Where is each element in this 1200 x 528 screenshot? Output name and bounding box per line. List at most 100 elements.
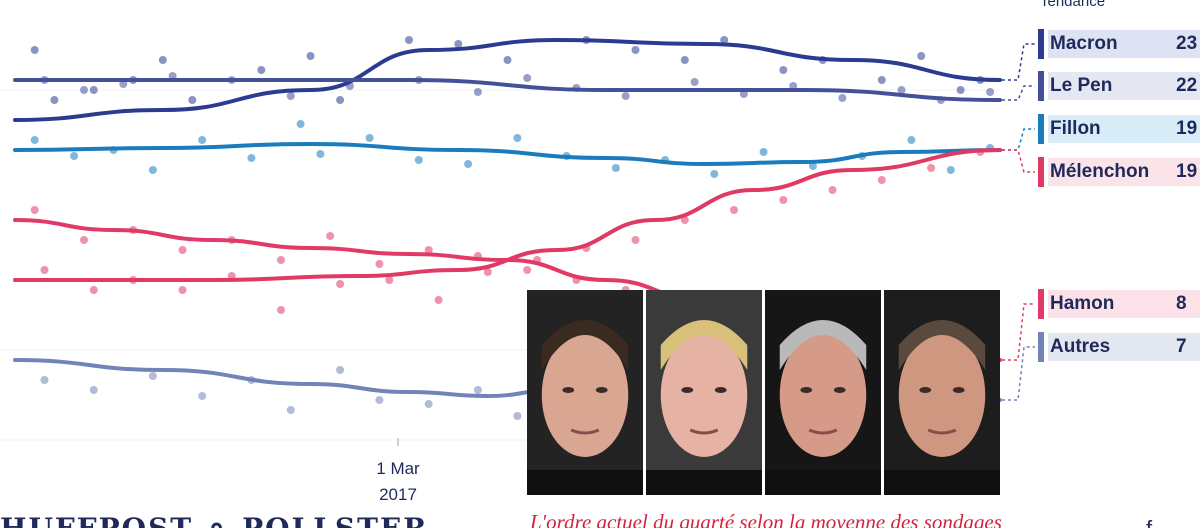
legend-name: Mélenchon [1048, 158, 1200, 186]
legend-name: Macron [1048, 30, 1200, 58]
poll-dot-fillon-19 [907, 136, 916, 144]
legend-swatch [1038, 114, 1044, 144]
poll-dot-macron-8 [336, 96, 345, 104]
legend-item-mélenchon: Mélenchon 19 [1038, 157, 1200, 187]
poll-dot-autres-9 [473, 386, 482, 394]
poll-dot-macron-16 [779, 66, 788, 74]
poll-dot-le pen-18 [986, 88, 995, 96]
poll-dot-macron-2 [89, 86, 98, 94]
poll-dot-fillon-3 [148, 166, 157, 174]
legend-item-le pen: Le Pen 22 [1038, 71, 1200, 101]
x-tick-label-day: 1 Mar [376, 459, 420, 478]
poll-dot-hamon-8 [424, 246, 433, 254]
poll-dot-hamon-6 [326, 232, 335, 240]
poll-dot-mélenchon-6 [336, 280, 345, 288]
poll-dot-hamon-7 [375, 260, 384, 268]
poll-dot-autres-8 [424, 400, 433, 408]
poll-dot-fillon-15 [710, 170, 719, 178]
legend-swatch [1038, 289, 1044, 319]
poll-dot-fillon-16 [759, 148, 768, 156]
x-axis: 1 Mar 2017 [376, 438, 420, 504]
poll-dot-le pen-9 [523, 74, 532, 82]
poll-dot-mélenchon-15 [779, 196, 788, 204]
x-tick-label-year: 2017 [379, 485, 417, 504]
poll-dot-autres-2 [148, 372, 157, 380]
legend-item-autres: Autres 7 [1038, 332, 1200, 362]
legend-name: Autres [1048, 333, 1200, 361]
poll-dot-macron-10 [454, 40, 463, 48]
legend-value: 8 [1176, 293, 1187, 314]
facebook-icon[interactable]: f [1146, 514, 1166, 528]
legend-swatch [1038, 71, 1044, 101]
fillon-face [884, 290, 1000, 495]
poll-dot-mélenchon-5 [277, 306, 285, 314]
poll-dot-le pen-8 [473, 88, 482, 96]
poll-dot-macron-15 [720, 36, 729, 44]
poll-dot-le pen-11 [621, 92, 630, 100]
poll-dot-macron-0 [30, 46, 39, 54]
legend-connector-mélenchon [1002, 149, 1035, 173]
poll-dot-macron-7 [306, 52, 315, 60]
poll-dot-autres-7 [375, 396, 384, 404]
brand-logo-text: HUFFPOST ⚬ POLLSTER [0, 512, 500, 528]
trend-line-fillon [13, 141, 1002, 167]
poll-dot-mélenchon-12 [631, 236, 640, 244]
poll-dot-mélenchon-17 [877, 176, 886, 184]
legend-name: Hamon [1048, 290, 1200, 318]
poll-dot-le pen-1 [80, 86, 88, 94]
poll-dot-macron-19 [917, 52, 926, 60]
poll-dot-le pen-5 [286, 92, 295, 100]
legend-connector-le pen [1002, 85, 1035, 101]
poll-dot-fillon-17 [808, 162, 817, 170]
poll-dot-mélenchon-0 [40, 266, 49, 274]
legend-value: 19 [1176, 118, 1198, 139]
poll-dot-hamon-3 [178, 246, 187, 254]
poll-dot-fillon-9 [414, 156, 423, 164]
poll-dot-fillon-6 [296, 120, 305, 128]
poll-dot-mélenchon-16 [828, 186, 837, 194]
trend-line-le pen [13, 78, 1002, 102]
legend-name: Fillon [1048, 115, 1200, 143]
poll-dot-le pen-12 [690, 78, 699, 86]
poll-dot-fillon-1 [70, 152, 79, 160]
poll-dot-autres-6 [336, 366, 345, 374]
poll-dot-fillon-20 [946, 166, 955, 174]
poll-dot-mélenchon-8 [434, 296, 443, 304]
legend-connector-hamon [1002, 303, 1035, 361]
poll-dot-autres-0 [40, 376, 49, 384]
macron-face [527, 290, 646, 495]
poll-dot-macron-18 [877, 76, 886, 84]
photo-panel [527, 290, 1000, 495]
poll-dot-macron-9 [405, 36, 413, 44]
poll-dot-macron-11 [503, 56, 512, 64]
poll-dot-fillon-4 [198, 136, 207, 144]
legend-connectors [1002, 43, 1035, 401]
poll-dot-macron-6 [257, 66, 266, 74]
legend-connector-fillon [1002, 128, 1035, 151]
legend-item-hamon: Hamon 8 [1038, 289, 1200, 319]
poll-dot-hamon-1 [80, 236, 88, 244]
poll-dot-hamon-10 [523, 266, 532, 274]
poll-dot-fillon-8 [365, 134, 374, 142]
poll-dot-macron-5 [188, 96, 197, 104]
poll-dot-autres-3 [198, 392, 207, 400]
poll-dot-fillon-13 [611, 164, 620, 172]
poll-dot-hamon-0 [30, 206, 39, 214]
legend-connector-autres [1002, 346, 1035, 401]
legend-value: 19 [1176, 161, 1198, 182]
le-pen-face [646, 290, 765, 495]
poll-dot-le pen-15 [838, 94, 847, 102]
poll-dot-mélenchon-14 [730, 206, 738, 214]
poll-dot-fillon-7 [316, 150, 325, 158]
poll-dot-mélenchon-1 [89, 286, 98, 294]
poll-dot-macron-4 [158, 56, 167, 64]
melenchon-face [765, 290, 884, 495]
poll-dot-fillon-5 [247, 154, 256, 162]
poll-dot-macron-20 [956, 86, 965, 94]
poll-dot-mélenchon-9 [483, 268, 492, 276]
trend-line-macron [13, 37, 1002, 122]
poll-dot-macron-1 [50, 96, 59, 104]
poll-dot-autres-5 [286, 406, 295, 414]
poll-dot-fillon-11 [513, 134, 522, 142]
legend-value: 7 [1176, 336, 1187, 357]
